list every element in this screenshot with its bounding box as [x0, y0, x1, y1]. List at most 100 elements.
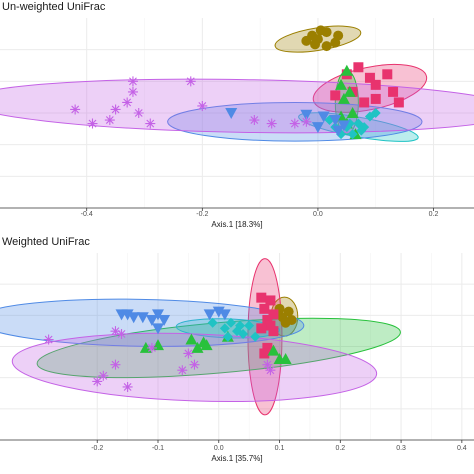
data-point-asterisk — [189, 359, 200, 370]
panel-title-bottom: Weighted UniFrac — [2, 236, 90, 248]
x-tick-label: 0.1 — [275, 445, 285, 452]
data-point-diamond — [359, 122, 370, 133]
data-point-triangle-down — [145, 314, 158, 326]
x-tick-label: 0.4 — [457, 445, 467, 452]
data-point-diamond — [244, 320, 255, 331]
data-point-square — [359, 97, 370, 108]
x-tick-label: 0.0 — [313, 211, 323, 218]
data-point-asterisk — [104, 115, 115, 126]
data-point-asterisk — [177, 365, 188, 376]
data-point-asterisk — [146, 342, 157, 353]
data-point-triangle-up — [191, 341, 204, 353]
data-point-square — [382, 69, 393, 80]
data-point-triangle-down — [152, 309, 164, 321]
data-point-diamond — [222, 331, 233, 342]
x-tick-label: -0.2 — [196, 211, 208, 218]
data-point-circle — [301, 35, 312, 46]
data-point-diamond — [219, 323, 230, 334]
data-point-triangle-down — [127, 312, 140, 324]
data-point-triangle-down — [136, 312, 149, 324]
data-point-circle — [280, 317, 291, 328]
data-point-asterisk — [122, 381, 133, 392]
data-point-square — [393, 97, 404, 108]
data-point-square — [330, 90, 341, 101]
data-point-triangle-up — [346, 107, 359, 118]
data-point-square — [370, 93, 381, 104]
x-tick-label: -0.2 — [91, 445, 103, 452]
data-point-asterisk — [133, 108, 144, 118]
data-point-asterisk — [92, 376, 103, 387]
data-point-triangle-up — [343, 85, 356, 97]
data-point-triangle-up — [185, 333, 198, 345]
data-point-square — [265, 320, 276, 331]
data-point-triangle-up — [267, 344, 280, 356]
data-point-triangle-down — [329, 115, 342, 127]
data-point-square — [259, 303, 270, 314]
data-point-square — [262, 342, 273, 353]
data-point-triangle-up — [139, 341, 152, 353]
data-point-asterisk — [185, 76, 196, 87]
data-point-asterisk — [249, 115, 260, 126]
data-point-asterisk — [265, 365, 276, 376]
data-point-square — [353, 62, 364, 73]
data-point-asterisk — [289, 118, 300, 129]
x-tick-label: 0.2 — [429, 211, 439, 218]
x-tick-label: 0.3 — [396, 445, 406, 452]
data-point-triangle-down — [158, 314, 171, 326]
data-point-asterisk — [87, 118, 98, 129]
data-point-asterisk — [110, 104, 121, 115]
data-point-triangle-down — [203, 309, 216, 321]
data-point-triangle-up — [340, 64, 353, 76]
data-point-asterisk — [110, 326, 121, 337]
panel-unweighted: -0.4 -0.2 0.0 0.2 Axis.1 [18.3%] — [0, 18, 474, 229]
x-tick-label: 0.2 — [335, 445, 345, 452]
data-point-asterisk — [197, 100, 208, 111]
x-tick-label: -0.4 — [81, 211, 93, 218]
panel-title-top: Un-weighted UniFrac — [2, 1, 106, 13]
data-point-triangle-down — [121, 309, 134, 321]
data-point-square — [256, 292, 267, 303]
data-point-triangle-up — [337, 92, 350, 104]
data-point-triangle-down — [225, 108, 238, 119]
data-point-square — [364, 72, 375, 83]
data-point-square — [268, 309, 279, 320]
data-point-asterisk — [43, 334, 54, 345]
data-point-asterisk — [301, 116, 312, 127]
data-point-asterisk — [127, 86, 138, 97]
data-point-asterisk — [262, 359, 273, 370]
data-point-diamond — [225, 317, 236, 328]
data-point-triangle-up — [197, 336, 210, 348]
data-point-diamond — [207, 317, 218, 328]
x-tick-label: 0.0 — [214, 445, 224, 452]
data-point-square — [370, 79, 381, 90]
data-point-square — [388, 86, 399, 97]
data-point-circle — [321, 27, 332, 38]
data-point-triangle-down — [332, 125, 345, 137]
data-point-circle — [321, 41, 332, 52]
data-point-triangle-down — [311, 122, 324, 134]
data-point-asterisk — [145, 118, 156, 129]
data-point-square — [256, 323, 267, 334]
data-point-circle — [333, 30, 344, 41]
data-point-diamond — [347, 129, 358, 140]
panel-weighted: -0.2 -0.1 0.0 0.1 0.2 0.3 0.4 Axis.1 [35.7%] — [0, 253, 474, 463]
data-point-asterisk — [116, 328, 127, 339]
data-point-asterisk — [266, 118, 277, 129]
data-point-triangle-down — [218, 309, 231, 321]
data-point-square — [268, 326, 279, 337]
data-point-asterisk — [122, 97, 133, 108]
x-axis-title: Axis.1 [18.3%] — [211, 220, 262, 229]
x-axis-title: Axis.1 [35.7%] — [211, 454, 262, 463]
data-point-triangle-up — [335, 78, 348, 90]
data-point-diamond — [250, 331, 261, 342]
data-point-triangle-down — [152, 323, 164, 335]
data-point-triangle-down — [300, 109, 313, 121]
confidence-ellipse — [0, 78, 474, 134]
data-point-asterisk — [110, 359, 121, 370]
data-point-square — [259, 348, 270, 359]
data-point-asterisk — [183, 348, 194, 359]
data-point-diamond — [356, 125, 367, 136]
data-point-circle — [310, 39, 321, 50]
data-point-square — [262, 314, 273, 325]
